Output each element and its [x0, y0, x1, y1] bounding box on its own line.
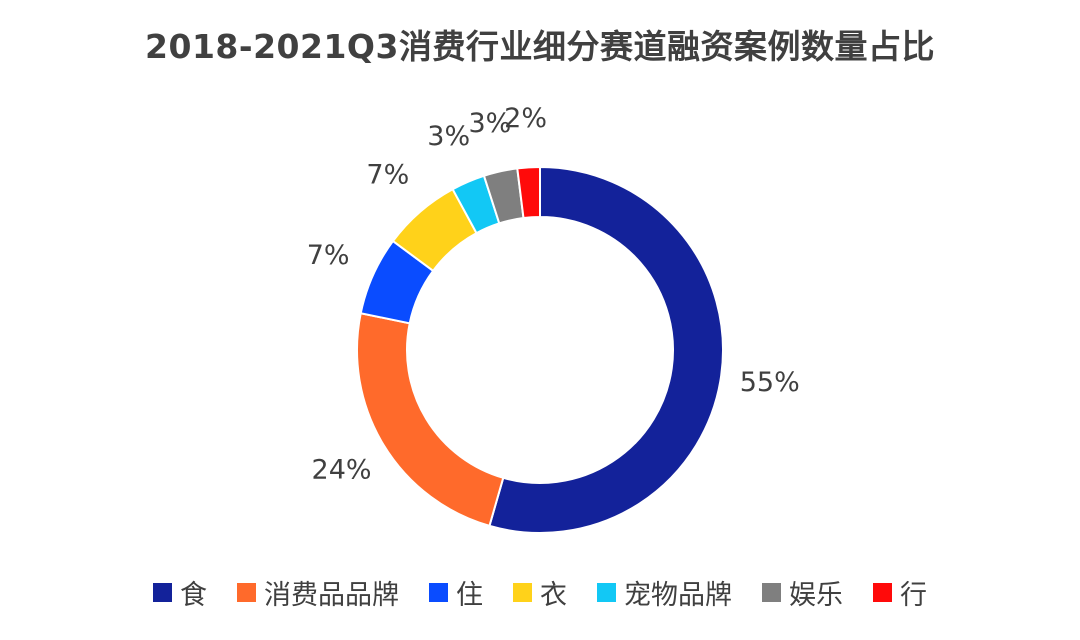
data-label-6: 3%: [468, 108, 511, 139]
data-label-1: 55%: [740, 367, 800, 398]
legend: 食 消费品品牌 住 衣 宠物品牌 娱乐 行: [0, 570, 1080, 614]
data-label-7: 2%: [504, 103, 547, 134]
legend-item-4: 衣: [513, 573, 567, 612]
data-label-3: 7%: [307, 240, 350, 271]
legend-label: 行: [900, 579, 927, 611]
donut-slice-1: [488, 165, 724, 534]
legend-swatch: [429, 582, 448, 602]
legend-label: 消费品品牌: [264, 579, 399, 611]
legend-label: 宠物品牌: [624, 579, 732, 611]
legend-label: 食: [180, 579, 207, 611]
legend-item-2: 消费品品牌: [237, 573, 399, 612]
legend-swatch: [597, 582, 616, 602]
legend-item-7: 行: [873, 573, 927, 612]
legend-swatch: [513, 582, 532, 602]
donut-slices: [356, 165, 724, 534]
donut-slice-7: [516, 165, 541, 220]
legend-swatch: [153, 582, 172, 602]
legend-item-1: 食: [153, 573, 207, 612]
donut-slice-2: [356, 312, 505, 528]
legend-label: 衣: [540, 579, 567, 611]
legend-item-5: 宠物品牌: [597, 573, 732, 612]
legend-item-6: 娱乐: [762, 573, 843, 612]
legend-swatch: [237, 582, 256, 602]
chart-title: 2018-2021Q3消费行业细分赛道融资案例数量占比: [145, 27, 935, 66]
data-label-2: 24%: [312, 455, 372, 486]
legend-item-3: 住: [429, 573, 483, 612]
legend-swatch: [762, 582, 781, 602]
data-label-4: 7%: [366, 159, 409, 190]
legend-swatch: [873, 582, 892, 602]
data-labels: 55%24%7%7%3%3%2%: [307, 103, 800, 486]
legend-label: 娱乐: [789, 579, 843, 611]
legend-label: 住: [456, 579, 483, 611]
data-label-5: 3%: [427, 121, 470, 152]
